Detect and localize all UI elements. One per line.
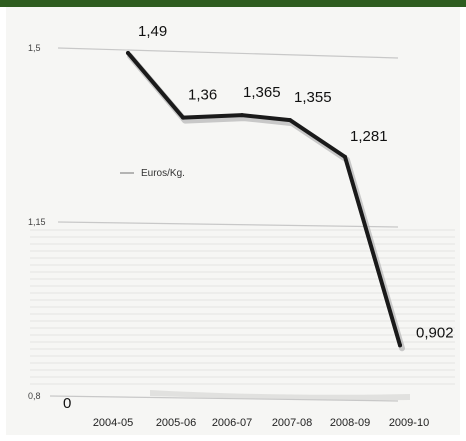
x-tick-label: 2004-05 (93, 417, 133, 429)
y-tick-label: 1,5 (28, 43, 41, 53)
y-axis-ticks: 1,5 1,15 0,8 (28, 43, 46, 401)
data-label: 0,902 (416, 324, 454, 341)
data-point (181, 115, 185, 120)
major-gridline (57, 47, 399, 59)
data-point (288, 118, 292, 123)
x-tick-label: 2007-08 (272, 417, 312, 429)
data-point (398, 343, 402, 348)
data-points (126, 50, 402, 348)
data-labels: 1,49 1,36 1,365 1,355 1,281 0,902 (138, 23, 454, 341)
y-tick-label: 1,15 (28, 217, 46, 227)
legend: Euros/Kg. (120, 168, 185, 179)
baseline-band (150, 390, 410, 401)
major-gridline (49, 395, 399, 402)
major-gridline (57, 221, 399, 228)
y-tick-label: 0,8 (28, 391, 41, 401)
x-tick-label: 2009-10 (389, 417, 429, 429)
data-point (343, 154, 347, 159)
series-line-group (126, 50, 405, 352)
series-line (126, 50, 402, 348)
data-label: 1,49 (138, 23, 167, 40)
zero-label: 0 (63, 395, 71, 412)
major-gridlines (49, 47, 399, 402)
data-label: 1,281 (350, 128, 388, 145)
data-label: 1,36 (188, 87, 217, 104)
header-bar (0, 0, 466, 7)
data-label: 1,365 (243, 84, 281, 101)
data-label: 1,355 (294, 89, 332, 106)
legend-label: Euros/Kg. (141, 168, 185, 179)
data-point (126, 50, 130, 55)
data-point (240, 113, 244, 118)
x-axis-ticks: 2004-05 2005-06 2006-07 2007-08 2008-09 2009-… (93, 417, 429, 429)
x-tick-label: 2006-07 (212, 417, 252, 429)
zero-marker: 0 (63, 395, 71, 412)
x-tick-label: 2008-09 (330, 417, 370, 429)
x-tick-label: 2005-06 (156, 417, 196, 429)
chart-background (6, 7, 460, 435)
